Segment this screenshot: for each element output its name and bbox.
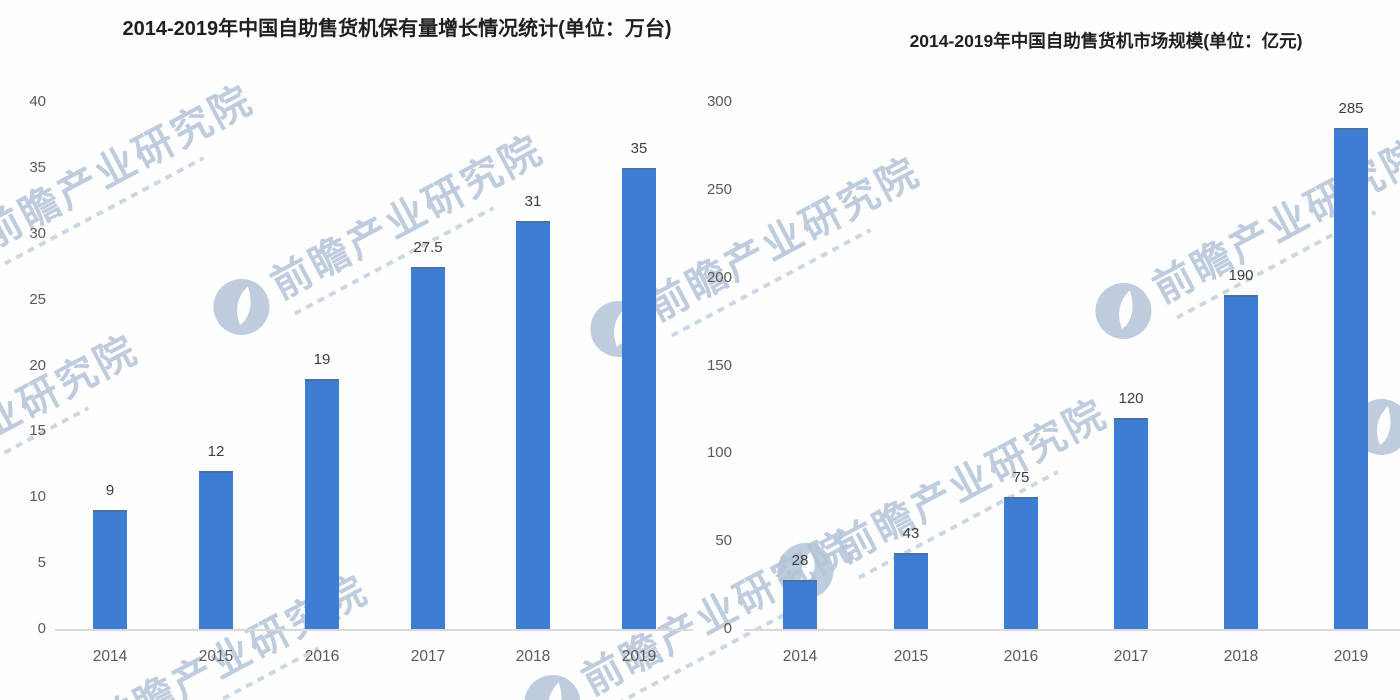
bar — [1334, 128, 1368, 629]
bar-value-label: 285 — [1338, 100, 1364, 117]
bar — [411, 267, 445, 629]
bar — [894, 553, 928, 629]
x-axis-tick-label: 2015 — [893, 648, 929, 665]
x-axis-tick-label: 2016 — [1003, 648, 1039, 665]
x-axis-tick-label: 2015 — [198, 648, 234, 665]
bar — [93, 510, 127, 629]
y-axis-tick-label: 25 — [29, 290, 46, 308]
bar-value-label: 35 — [630, 140, 648, 157]
y-axis-tick-label: 0 — [723, 620, 732, 637]
bar-value-label: 120 — [1118, 390, 1144, 407]
bar-value-label: 12 — [207, 443, 225, 460]
y-axis-tick-label: 250 — [706, 180, 732, 198]
x-axis-tick-label: 2014 — [782, 648, 818, 665]
y-axis-tick-label: 300 — [706, 93, 732, 110]
bar — [1004, 497, 1038, 629]
x-axis-tick-label: 2014 — [92, 648, 128, 665]
bar — [199, 471, 233, 629]
bar — [1224, 295, 1258, 629]
bar — [305, 379, 339, 629]
y-axis-tick-label: 0 — [37, 620, 46, 637]
y-axis-tick-label: 200 — [706, 268, 732, 286]
bar-value-label: 190 — [1228, 267, 1254, 284]
y-axis-tick-label: 40 — [29, 93, 46, 110]
bar — [783, 580, 817, 629]
bar — [516, 221, 550, 629]
y-axis-tick-label: 35 — [29, 158, 46, 176]
x-axis-tick-label: 2019 — [621, 648, 657, 665]
y-axis-tick-label: 30 — [29, 224, 46, 242]
bar-value-label: 31 — [524, 193, 542, 210]
x-axis-tick-label: 2018 — [1223, 648, 1259, 665]
bar-value-label: 75 — [1012, 469, 1030, 486]
bar-value-label: 28 — [791, 552, 809, 569]
x-axis-tick-label: 2018 — [515, 648, 551, 665]
x-axis-tick-label: 2016 — [304, 648, 340, 665]
y-axis-tick-label: 5 — [37, 554, 46, 572]
bar-value-label: 9 — [105, 482, 115, 499]
bar — [622, 168, 656, 629]
bar-value-label: 27.5 — [413, 239, 443, 256]
bar-value-label: 19 — [313, 351, 331, 368]
y-axis-tick-label: 150 — [706, 356, 732, 374]
y-axis-tick-label: 20 — [29, 356, 46, 374]
axis-baseline — [744, 629, 1400, 631]
right-chart-title: 2014-2019年中国自助售货机市场规模(单位：亿元) — [909, 31, 1303, 51]
axis-baseline — [55, 629, 693, 631]
left-chart-title: 2014-2019年中国自助售货机保有量增长情况统计(单位：万台) — [122, 18, 672, 40]
bar-value-label: 43 — [902, 525, 920, 542]
y-axis-tick-label: 50 — [715, 532, 732, 550]
x-axis-tick-label: 2017 — [1113, 648, 1149, 665]
x-axis-tick-label: 2017 — [410, 648, 446, 665]
x-axis-tick-label: 2019 — [1333, 648, 1369, 665]
y-axis-tick-label: 10 — [29, 488, 46, 506]
y-axis-tick-label: 100 — [706, 444, 732, 462]
y-axis-tick-label: 15 — [29, 422, 46, 440]
bar — [1114, 418, 1148, 629]
